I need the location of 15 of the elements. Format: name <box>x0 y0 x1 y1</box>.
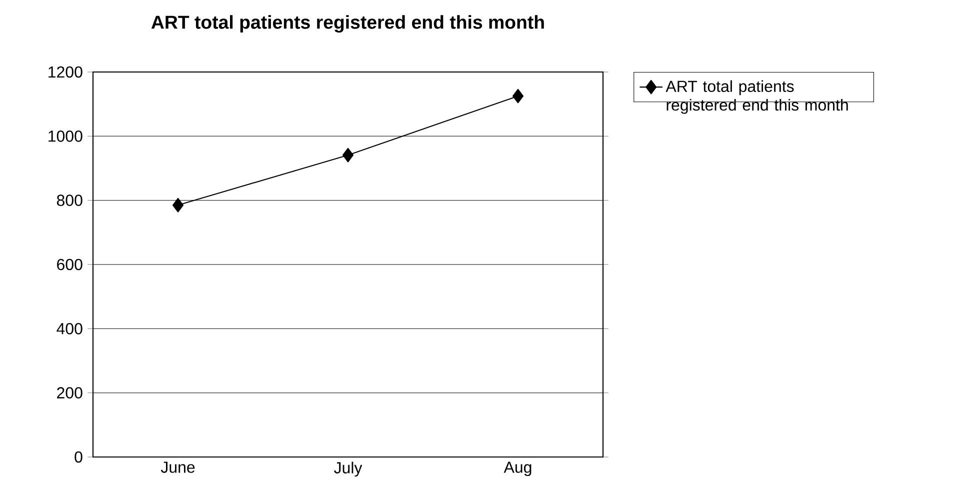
x-tick-label: June <box>160 462 195 473</box>
point <box>512 88 524 104</box>
y-tick-label: 200 <box>57 387 82 398</box>
y-tick-label: 0 <box>74 451 82 463</box>
x-tick-label: July <box>334 462 362 477</box>
y-tick-label: 600 <box>57 258 82 270</box>
y-tick-label: 400 <box>56 323 82 334</box>
y-tick-label: 800 <box>56 194 82 206</box>
y-tick-label: 1200 <box>48 66 82 78</box>
point <box>172 198 184 212</box>
legend-label: ART total patients registered end this month <box>666 80 848 114</box>
point <box>342 148 354 162</box>
x-tick-label: Aug <box>504 462 532 476</box>
y-tick-label: 1000 <box>48 130 82 142</box>
chart-title: ART total patients registered end this month <box>151 15 544 33</box>
